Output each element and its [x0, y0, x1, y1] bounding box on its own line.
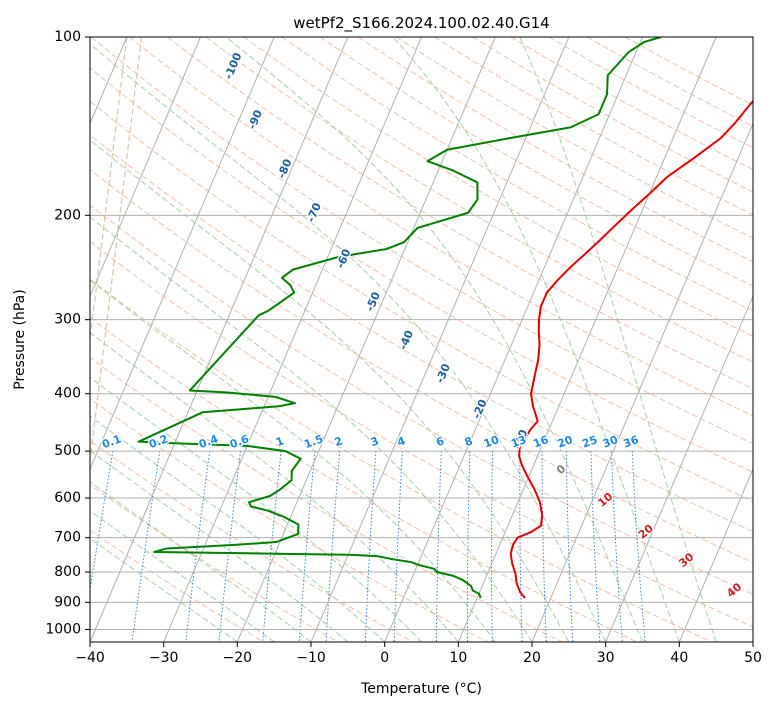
mixing-ratio-line — [218, 451, 242, 642]
moist-adiabat — [392, 37, 680, 642]
mixing-ratio-line — [364, 451, 377, 642]
mixing-ratio-line — [590, 451, 601, 642]
dry-adiabat — [90, 241, 753, 628]
moist-adiabat — [90, 279, 496, 642]
moist-adiabat — [90, 139, 570, 642]
sounding-profile — [509, 99, 753, 599]
y-tick-label: 300 — [54, 312, 81, 328]
moist-adiabat — [90, 537, 238, 642]
y-tick-label: 500 — [54, 443, 81, 459]
sounding-profiles — [137, 37, 753, 599]
sounding-profile — [137, 37, 662, 599]
dry-adiabat — [319, 37, 753, 287]
dry-adiabat — [90, 529, 264, 642]
plot-frame — [89, 36, 754, 643]
isotherm — [310, 37, 570, 642]
mixing-ratio-line — [435, 451, 442, 642]
mixing-ratio-line — [185, 451, 211, 642]
x-axis-label: Temperature (°C) — [360, 681, 482, 697]
dry-adiabat — [90, 317, 638, 642]
mixing-ratio-line — [262, 451, 282, 642]
dry-adiabat — [243, 37, 753, 337]
y-tick-label: 900 — [54, 594, 81, 610]
pressure-gridlines — [90, 37, 753, 630]
x-tick-label: −30 — [149, 650, 179, 666]
y-tick-label: 100 — [54, 29, 81, 45]
dry-adiabat — [90, 67, 753, 473]
y-tick-label: 1000 — [45, 621, 81, 637]
mixing-ratio-line — [541, 451, 547, 642]
moist-adiabat — [90, 449, 349, 642]
dry-adiabat — [90, 37, 143, 466]
moist-adiabat — [90, 481, 312, 642]
y-tick-label: 600 — [54, 490, 81, 506]
y-tick-label: 700 — [54, 530, 81, 546]
isotherm — [457, 37, 717, 642]
moist-adiabat — [90, 216, 533, 642]
x-tick-label: 20 — [523, 650, 541, 666]
mixing-ratio-line — [393, 451, 403, 642]
moist-adiabat — [90, 376, 422, 642]
mixing-ratio-line — [466, 451, 471, 642]
isotherm — [384, 37, 643, 642]
x-tick-label: 0 — [380, 650, 389, 666]
dry-adiabat — [90, 37, 128, 345]
moist-adiabat — [90, 43, 607, 642]
x-tick-label: 40 — [670, 650, 688, 666]
moist-adiabat — [519, 37, 717, 642]
isotherm — [90, 37, 275, 471]
mixing-ratio-label: 20 — [556, 433, 575, 451]
isotherm — [163, 37, 422, 642]
x-tick-label: −40 — [75, 650, 105, 666]
x-axis-ticks: −40 −30 −20 −10 0 10 20 30 40 50 — [75, 642, 762, 666]
x-tick-label: −10 — [296, 650, 326, 666]
y-axis-label: Pressure (hPa) — [12, 289, 28, 389]
isotherm — [90, 37, 201, 298]
y-tick-label: 400 — [54, 386, 81, 402]
dry-adiabat — [90, 278, 712, 642]
moist-adiabat — [90, 331, 459, 642]
mixing-ratio-line — [610, 451, 623, 642]
mixing-ratio-line — [519, 451, 523, 642]
chart-title: wetPf2_S166.2024.100.02.40.G14 — [293, 14, 549, 33]
x-tick-label: 10 — [449, 650, 467, 666]
dry-adiabat — [90, 134, 753, 533]
isotherm — [678, 467, 753, 642]
isotherm — [90, 37, 349, 642]
y-tick-label: 200 — [54, 207, 81, 223]
x-tick-label: 50 — [744, 650, 762, 666]
dry-adiabat — [90, 397, 488, 642]
y-axis-ticks: 100 200 300 400 500 600 700 800 900 1000 — [45, 29, 90, 637]
mixing-ratio-line — [298, 451, 316, 642]
mixing-ratio-line — [131, 451, 161, 642]
moist-adiabat — [225, 37, 643, 642]
dry-adiabat — [90, 356, 563, 642]
isotherm — [605, 295, 753, 642]
dry-adiabat — [90, 168, 753, 564]
mixing-ratio-label: 13 — [509, 433, 528, 450]
dry-adiabat — [90, 440, 414, 642]
dry-adiabat — [90, 100, 753, 503]
x-tick-label: −20 — [223, 650, 253, 666]
mixing-ratio-line — [325, 451, 341, 642]
y-tick-label: 800 — [54, 564, 81, 580]
mixing-ratio-line — [565, 451, 574, 642]
x-tick-label: 30 — [597, 650, 615, 666]
dry-adiabat — [281, 37, 753, 312]
isotherm — [531, 122, 753, 642]
dry-adiabat — [90, 37, 753, 445]
